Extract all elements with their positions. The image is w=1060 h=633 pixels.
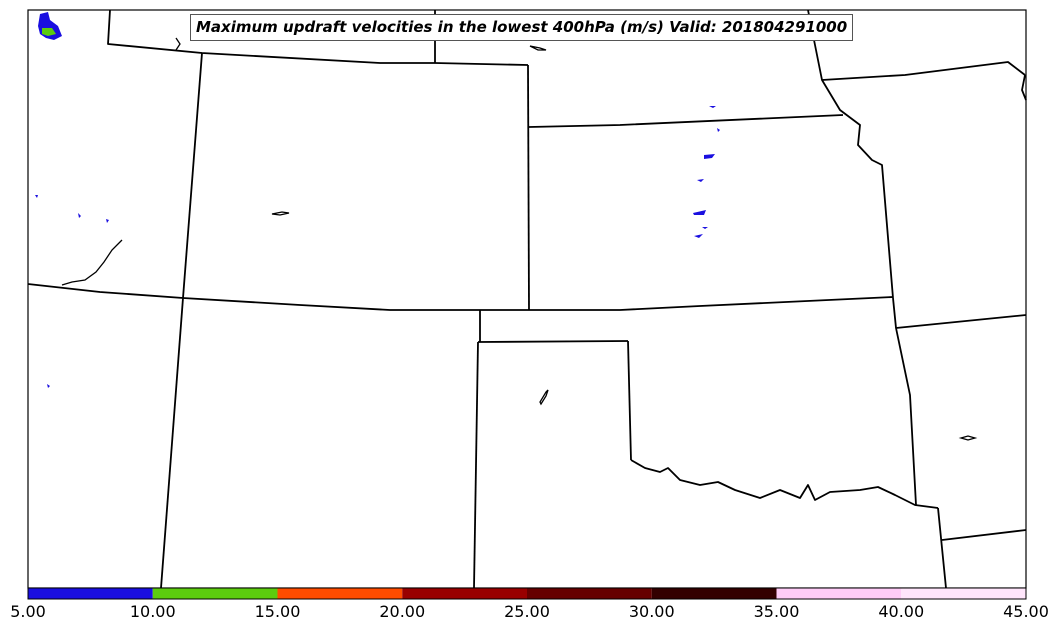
colorbar-segment <box>776 588 902 599</box>
lake-outline <box>539 389 549 406</box>
boundary-arkansas-north <box>941 529 1027 541</box>
updraft-cell-blue <box>704 154 715 159</box>
colorbar-tick-label: 25.00 <box>504 602 550 621</box>
boundary-missouri-southwest <box>895 314 1027 329</box>
state-boundaries <box>27 9 1027 589</box>
updraft-cell-blue <box>693 210 706 215</box>
small-features <box>61 37 978 441</box>
boundary-kansas-south <box>477 340 629 343</box>
colorbar-tick-label: 40.00 <box>878 602 925 621</box>
colorbar-segment <box>901 588 1026 599</box>
colorbar-tick-label: 45.00 <box>1003 602 1049 621</box>
updraft-cell-blue <box>78 213 81 218</box>
colorbar-segment <box>527 588 652 599</box>
colorbar-tick-label: 10.00 <box>129 602 176 621</box>
map-frame <box>27 9 1027 589</box>
boundary-arkansas-west <box>937 507 947 589</box>
boundary-iowa-north <box>821 61 1026 81</box>
updraft-cell-blue <box>106 219 109 223</box>
boundary-missouri-river <box>807 9 894 299</box>
colorbar-tick-label: 35.00 <box>753 602 800 621</box>
lake-outline <box>958 435 978 441</box>
map-title: Maximum updraft velocities in the lowest… <box>190 14 854 41</box>
boundary-kansas-east <box>892 297 917 506</box>
updraft-cell-blue <box>702 227 708 229</box>
updraft-cell-blue <box>709 106 716 108</box>
lake-outline <box>529 45 547 51</box>
colorbar <box>27 587 1027 600</box>
updraft-cell-blue <box>694 234 703 238</box>
updraft-cell-green <box>42 28 56 36</box>
colorbar-tick-label: 5.00 <box>10 602 46 621</box>
lake-outline <box>271 211 290 216</box>
river-outline <box>175 37 181 51</box>
colorbar-frame <box>27 587 1027 600</box>
colorbar-tick-label: 30.00 <box>628 602 675 621</box>
updraft-cell-blue <box>697 179 704 182</box>
boundary-wyoming-east <box>527 64 530 311</box>
updraft-cell-blue <box>38 12 62 40</box>
boundary-nebraska-north <box>528 114 844 128</box>
updraft-cell-blue <box>35 195 38 198</box>
updraft-cell-blue <box>47 384 50 388</box>
boundary-colorado-west <box>160 297 184 589</box>
boundary-colorado-north <box>27 283 529 311</box>
colorbar-segment <box>651 588 777 599</box>
colorbar-tick-label: 20.00 <box>379 602 426 621</box>
colorbar-tick-label: 15.00 <box>254 602 301 621</box>
colorbar-segment <box>152 588 278 599</box>
boundary-iowa-mississippi <box>1021 74 1027 101</box>
colorbar-segment <box>28 588 153 599</box>
boundary-kansas-north <box>529 296 894 311</box>
boundary-wyoming-west <box>182 52 203 299</box>
colorbar-segment <box>277 588 403 599</box>
river-outline <box>61 239 123 286</box>
updraft-cells <box>35 12 720 388</box>
boundary-new-mexico-east <box>473 341 479 589</box>
boundary-montana-wyoming <box>107 9 529 66</box>
colorbar-segment <box>402 588 527 599</box>
boundary-red-river <box>630 459 939 509</box>
updraft-cell-blue <box>717 128 720 132</box>
boundary-oklahoma-panhandle <box>627 340 632 461</box>
